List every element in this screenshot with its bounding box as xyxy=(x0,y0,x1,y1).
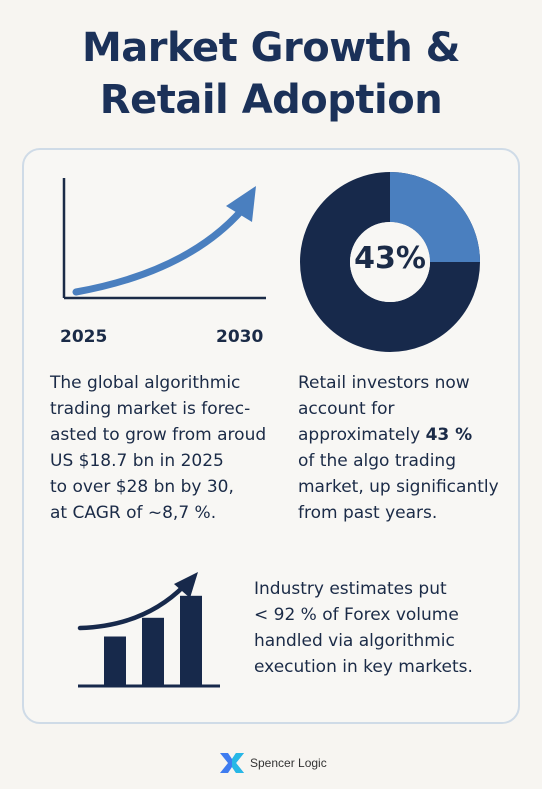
growth-curve xyxy=(72,206,246,296)
forecast-line: The global algorithmic xyxy=(50,373,241,393)
forex-volume-text: Industry estimates put < 92 % of Forex v… xyxy=(254,576,504,680)
growth-chart-icon xyxy=(62,178,266,300)
forex-line: < 92 % of Forex volume xyxy=(254,605,459,625)
brand-name: Spencer Logic xyxy=(250,756,327,770)
retail-highlight-value: 43 % xyxy=(425,425,473,445)
donut-hole xyxy=(350,222,430,302)
forecast-line: to over $28 bn by 30, xyxy=(50,477,234,497)
retail-share-donut xyxy=(300,172,480,352)
spencer-logic-logo-icon xyxy=(220,753,244,773)
bar-trend-arrow xyxy=(77,583,187,631)
bar-3 xyxy=(180,595,202,686)
retail-line: account for xyxy=(298,399,395,419)
bar-arrowhead xyxy=(174,572,198,598)
forecast-line: trading market is forec- xyxy=(50,399,251,419)
title-line-1: Market Growth & xyxy=(81,25,461,71)
retail-share-text: Retail investors now account for approxi… xyxy=(298,370,508,526)
retail-highlight-line: approximately 43 % xyxy=(298,422,508,448)
donut-highlight xyxy=(300,172,480,352)
retail-highlight-prefix: approximately xyxy=(298,425,426,445)
footer-brand: Spencer Logic xyxy=(218,748,327,778)
forecast-line: US $18.7 bn in 2025 xyxy=(50,451,224,471)
growth-end-year: 2030 xyxy=(216,327,264,347)
bar-1 xyxy=(104,636,126,686)
retail-line: Retail investors now xyxy=(298,373,470,393)
retail-line: of the algo trading xyxy=(298,451,456,471)
page-title: Market Growth & Retail Adoption xyxy=(0,22,542,126)
forecast-line: asted to grow from aroud xyxy=(50,425,267,445)
growth-arrowhead xyxy=(226,186,256,222)
forex-line: Industry estimates put xyxy=(254,579,447,599)
donut-value-label: 43% xyxy=(354,241,426,276)
forex-line: handled via algorithmic xyxy=(254,631,455,651)
forecast-line: at CAGR of ~8,7 %. xyxy=(50,503,217,523)
growth-start-year: 2025 xyxy=(60,327,108,347)
bar-chart-icon xyxy=(77,572,220,688)
title-line-2: Retail Adoption xyxy=(99,77,443,123)
retail-line: market, up significantly xyxy=(298,477,499,497)
forex-line: execution in key markets. xyxy=(254,657,473,677)
bar-2 xyxy=(142,617,164,686)
market-forecast-text: The global algorithmic trading market is… xyxy=(50,370,280,526)
retail-line: from past years. xyxy=(298,503,438,523)
